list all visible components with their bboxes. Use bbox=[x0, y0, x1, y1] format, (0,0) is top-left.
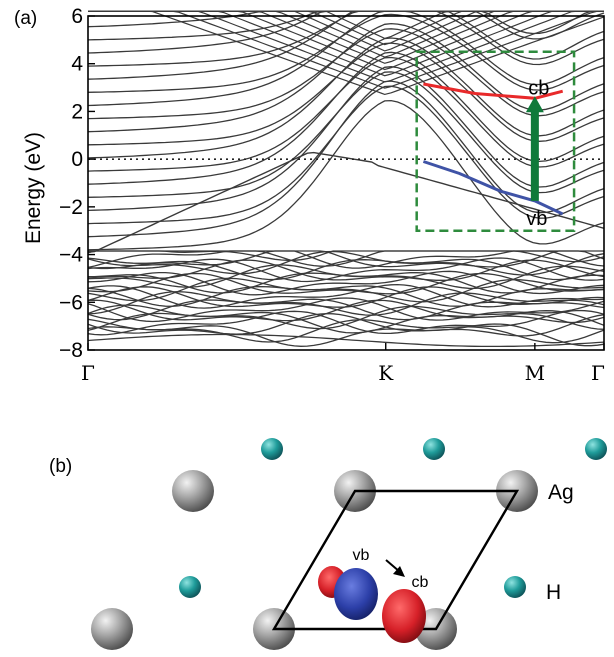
y-tick-label: 2 bbox=[71, 100, 83, 123]
orbital-arrow-head bbox=[393, 566, 405, 577]
highlight-box bbox=[415, 50, 576, 232]
band-line bbox=[87, 264, 605, 290]
band-line bbox=[87, 333, 605, 348]
ag-atom bbox=[91, 608, 133, 650]
band-line bbox=[87, 56, 605, 172]
x-tick-label: K bbox=[378, 361, 394, 385]
h-atom bbox=[585, 438, 607, 460]
h-atom bbox=[261, 438, 283, 460]
band-line bbox=[87, 304, 605, 330]
band-line bbox=[87, 277, 605, 303]
y-tick-label: −8 bbox=[59, 339, 83, 362]
ag-atom bbox=[253, 608, 295, 650]
h-atom bbox=[179, 576, 201, 598]
ag-atom bbox=[496, 470, 538, 512]
band-line bbox=[87, 42, 605, 146]
orbital-arrow bbox=[385, 559, 401, 573]
band-line bbox=[88, 10, 604, 83]
band-line bbox=[87, 257, 605, 281]
series-line-cb bbox=[423, 82, 564, 100]
cb-orbital-label: cb bbox=[412, 574, 429, 591]
y-tick-label: −6 bbox=[59, 291, 83, 314]
ag-label: Ag bbox=[548, 481, 574, 504]
y-tick-label: 4 bbox=[71, 53, 83, 76]
transition-arrow-head bbox=[525, 96, 544, 113]
band-line bbox=[87, 259, 605, 281]
vb-orbital-label: vb bbox=[353, 547, 370, 564]
band-line bbox=[87, 286, 605, 309]
vb-orbital-blue-lobe bbox=[334, 568, 378, 620]
band-line bbox=[88, 10, 604, 40]
band-line bbox=[87, 10, 605, 107]
y-ticks: 6 4 2 0 −2 −4 −6 −8 bbox=[59, 5, 95, 362]
transition-arrow-shaft bbox=[530, 110, 539, 201]
y-axis-label: Energy (eV) bbox=[22, 132, 45, 244]
band-line bbox=[87, 250, 604, 270]
x-tick-label: Γ bbox=[591, 361, 605, 385]
cb-orbital-red-lobe bbox=[382, 589, 426, 643]
band-line bbox=[87, 22, 605, 133]
h-atom bbox=[504, 576, 526, 598]
band-structure-chart: 6 4 2 0 −2 −4 −6 −8 Γ K M Γ Energy (eV) cb vb bbox=[22, 5, 605, 385]
band-line bbox=[87, 71, 605, 198]
band-line bbox=[87, 85, 605, 225]
band-line bbox=[87, 250, 605, 269]
band-line bbox=[87, 99, 605, 251]
unit-cell bbox=[271, 489, 520, 631]
band-line bbox=[87, 28, 605, 120]
vb-orbital-red-lobe bbox=[318, 566, 346, 598]
band-line bbox=[88, 10, 605, 96]
h-atom bbox=[423, 438, 445, 460]
vb-annotation: vb bbox=[526, 208, 547, 230]
ag-atom bbox=[415, 608, 457, 650]
ag-atom bbox=[334, 470, 376, 512]
y-tick-label: −2 bbox=[59, 196, 83, 219]
y-tick-label: 0 bbox=[71, 148, 83, 171]
band-line bbox=[87, 312, 605, 337]
y-tick-label: −4 bbox=[59, 244, 83, 267]
band-line bbox=[87, 270, 605, 296]
band-line bbox=[87, 283, 605, 309]
ag-atom bbox=[172, 470, 214, 512]
band-line bbox=[88, 250, 605, 263]
h-label: H bbox=[546, 581, 561, 604]
transition-arrow bbox=[525, 96, 544, 201]
series-line-vb bbox=[422, 160, 564, 216]
highlighted-bands bbox=[422, 82, 564, 216]
plot-frame bbox=[87, 15, 605, 351]
cb-annotation: cb bbox=[528, 77, 549, 99]
band-line bbox=[87, 272, 605, 295]
band-line bbox=[87, 151, 605, 253]
panel-a-label: (a) bbox=[14, 8, 38, 29]
x-tick-label: Γ bbox=[81, 361, 95, 385]
y-tick-label: 6 bbox=[71, 5, 83, 28]
x-tick-label: M bbox=[525, 361, 545, 385]
panel-b-label: (b) bbox=[49, 456, 73, 477]
band-line bbox=[87, 250, 605, 276]
band-lines bbox=[87, 10, 605, 348]
band-line bbox=[87, 297, 605, 323]
